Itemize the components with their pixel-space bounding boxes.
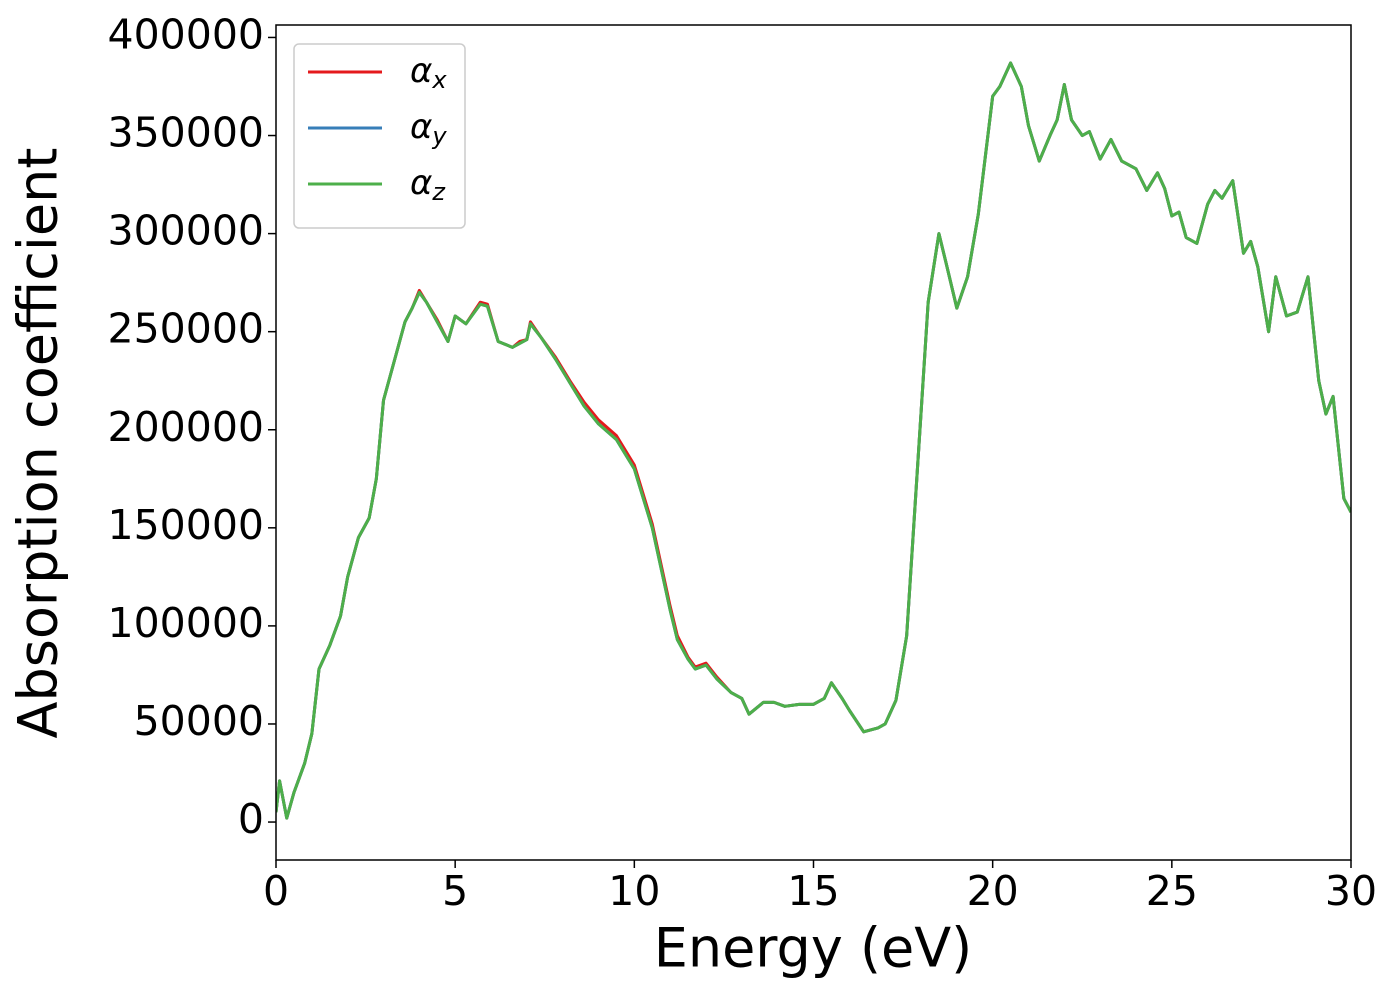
x-tick-label: 30 [1325, 867, 1377, 915]
y-axis-label: Absorption coefficient [7, 148, 70, 739]
y-tick-label: 400000 [107, 10, 264, 58]
y-tick-label: 0 [238, 795, 264, 843]
legend-label: αz [410, 163, 446, 207]
series-line [276, 61, 1351, 820]
legend-label: αx [410, 51, 447, 95]
legend-box [293, 43, 466, 229]
y-tick-label: 350000 [107, 109, 264, 157]
y-tick-label: 300000 [107, 207, 264, 255]
y-tick-label: 200000 [107, 403, 264, 451]
legend-label: αy [410, 107, 447, 151]
x-tick-label: 15 [787, 867, 839, 915]
plot-frame [275, 24, 1352, 861]
x-tick-label: 10 [608, 867, 660, 915]
y-tick-label: 250000 [107, 305, 264, 353]
x-tick-label: 0 [263, 867, 289, 915]
y-tick-label: 50000 [134, 697, 264, 745]
x-tick-label: 20 [967, 867, 1019, 915]
plot-area [276, 61, 1351, 820]
x-tick-label: 5 [442, 867, 468, 915]
x-tick-label: 25 [1146, 867, 1198, 915]
y-tick-label: 150000 [107, 501, 264, 549]
y-tick-label: 100000 [107, 599, 264, 647]
x-axis-label: Energy (eV) [654, 917, 973, 980]
